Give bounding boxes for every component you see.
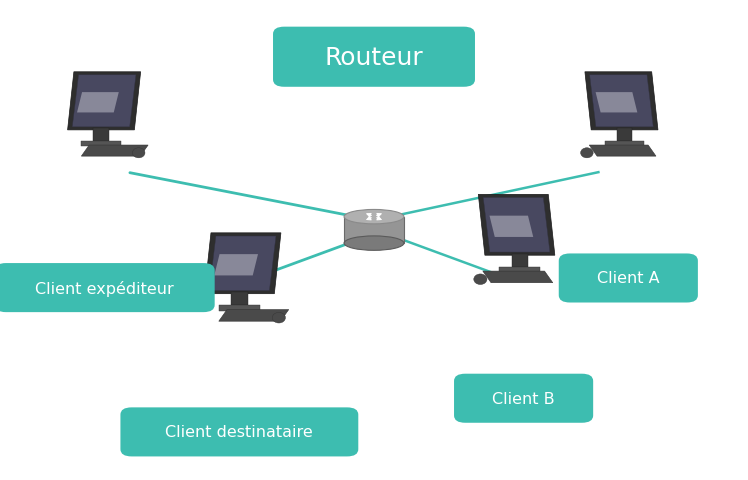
Bar <box>231 292 248 306</box>
Bar <box>605 142 644 147</box>
Polygon shape <box>589 76 653 128</box>
Polygon shape <box>589 146 656 157</box>
Text: Client destinataire: Client destinataire <box>165 424 313 440</box>
Bar <box>344 217 404 244</box>
Polygon shape <box>219 310 289 322</box>
Text: Routeur: Routeur <box>325 46 423 70</box>
Polygon shape <box>478 195 555 256</box>
Polygon shape <box>73 76 136 128</box>
Polygon shape <box>209 237 276 291</box>
Polygon shape <box>204 233 281 294</box>
FancyBboxPatch shape <box>120 408 358 456</box>
Polygon shape <box>489 216 533 238</box>
Ellipse shape <box>272 313 286 324</box>
Ellipse shape <box>344 237 404 251</box>
Polygon shape <box>214 254 258 276</box>
Text: Client B: Client B <box>492 391 555 406</box>
Text: Client A: Client A <box>597 271 660 286</box>
Polygon shape <box>482 272 553 283</box>
Text: Client expéditeur: Client expéditeur <box>35 280 174 296</box>
FancyBboxPatch shape <box>273 27 475 87</box>
Bar <box>82 142 120 147</box>
Ellipse shape <box>473 275 487 285</box>
Ellipse shape <box>344 210 404 225</box>
Bar <box>218 306 260 311</box>
Ellipse shape <box>580 148 593 158</box>
Bar <box>512 254 528 267</box>
FancyBboxPatch shape <box>559 254 698 303</box>
Polygon shape <box>595 93 637 113</box>
FancyBboxPatch shape <box>0 264 215 312</box>
Bar <box>499 267 540 273</box>
Bar <box>93 129 109 142</box>
Polygon shape <box>77 93 119 113</box>
FancyBboxPatch shape <box>454 374 593 423</box>
Polygon shape <box>67 72 141 131</box>
Bar <box>616 129 632 142</box>
Polygon shape <box>82 146 148 157</box>
Polygon shape <box>483 198 550 252</box>
Ellipse shape <box>132 148 145 158</box>
Polygon shape <box>585 72 658 131</box>
